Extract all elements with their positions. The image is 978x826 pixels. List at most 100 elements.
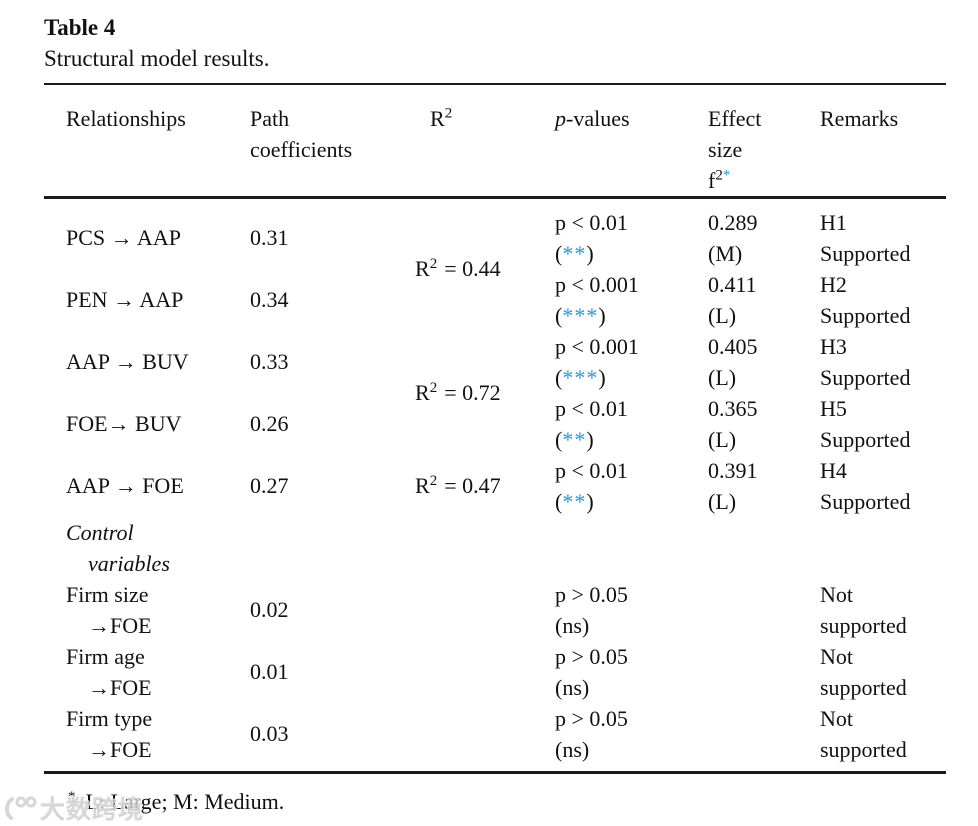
path-coefficient-cell: 0.01 [250, 659, 289, 684]
remarks-cell: Not supported [820, 579, 946, 641]
table-footnote: * L: Large; M: Medium. [68, 788, 978, 816]
effect-size-value: 0.405 [708, 334, 758, 359]
r-squared-cell: R2 = 0.47 [415, 472, 501, 498]
footnote-marker-asterisk: * [722, 167, 731, 184]
effect-size-cell: 0.391 (L) [708, 455, 820, 517]
col-header-r-squared: R2 [430, 105, 453, 131]
hypothesis-result: Not [820, 582, 853, 607]
header-row: Relationships Path coefficients R2 p-val… [44, 84, 946, 198]
structural-model-table: Relationships Path coefficients R2 p-val… [44, 83, 946, 774]
remarks-cell: H5 Supported [820, 393, 946, 455]
effect-size-value: 0.365 [708, 396, 758, 421]
r-squared-cell: R2 = 0.44 [415, 255, 501, 281]
effect-size-cell: 0.411 (L) [708, 269, 820, 331]
effect-size-value: 0.289 [708, 210, 758, 235]
p-value-cell: p > 0.05 (ns) [555, 641, 708, 703]
table-title: Table 4 [44, 15, 116, 40]
col-header-effect-size: Effect size f2* [708, 106, 762, 193]
path-coefficient-cell: 0.03 [250, 721, 289, 746]
relationship-cell: AAP → BUV [66, 349, 189, 374]
hypothesis-result: Not [820, 706, 853, 731]
significance-ns: (ns) [555, 675, 590, 700]
remarks-cell: H1 Supported [820, 198, 946, 270]
effect-size-cell: 0.289 (M) [708, 198, 820, 270]
hypothesis-id: H1 [820, 210, 847, 235]
control-variables-label: Control variables [66, 520, 170, 576]
table-row: AAP → BUV 0.33 R2 = 0.72 p < 0.001 (***) … [44, 331, 946, 405]
hypothesis-id: H5 [820, 396, 847, 421]
hypothesis-result: Not [820, 644, 853, 669]
relationship-cell: FOE→ BUV [66, 411, 182, 436]
significance-stars: (**) [555, 241, 594, 266]
p-value-cell: p < 0.001 (***) [555, 269, 708, 331]
section-header-row: Control variables [44, 517, 946, 579]
hypothesis-result: Supported [820, 427, 911, 452]
significance-stars: (***) [555, 303, 606, 328]
col-header-relationships: Relationships [66, 106, 186, 131]
path-coefficient-cell: 0.31 [250, 225, 289, 250]
p-value: p < 0.01 [555, 396, 628, 421]
significance-ns: (ns) [555, 613, 590, 638]
hypothesis-result: Supported [820, 241, 911, 266]
table-row: Firm age →FOE 0.01 p > 0.05 (ns) Not sup… [44, 641, 946, 703]
effect-size-magnitude: (L) [708, 365, 737, 390]
col-header-path-coefficients: Path coefficients [250, 106, 353, 162]
p-value-cell: p < 0.01 (**) [555, 393, 708, 455]
watermark-logo-icon [5, 796, 37, 820]
path-coefficient-cell: 0.02 [250, 597, 289, 622]
effect-size-magnitude: (L) [708, 489, 737, 514]
hypothesis-result: Supported [820, 489, 911, 514]
effect-size-magnitude: (L) [708, 303, 737, 328]
relationship-cell: Firm size →FOE [66, 582, 152, 638]
table-subtitle: Structural model results. [44, 46, 270, 71]
relationship-cell: AAP → FOE [66, 473, 184, 498]
r-squared-cell: R2 = 0.72 [415, 379, 501, 405]
p-value-cell: p < 0.01 (**) [555, 198, 708, 270]
p-value: p < 0.01 [555, 458, 628, 483]
table-row: Firm size →FOE 0.02 p > 0.05 (ns) Not su… [44, 579, 946, 641]
path-coefficient-cell: 0.34 [250, 287, 289, 312]
table-row: Firm type →FOE 0.03 p > 0.05 (ns) Not su… [44, 703, 946, 773]
table-caption: Table 4 Structural model results. [44, 13, 978, 75]
remarks-cell: H2 Supported [820, 269, 946, 331]
p-value-cell: p > 0.05 (ns) [555, 703, 708, 773]
hypothesis-id: H3 [820, 334, 847, 359]
p-value: p > 0.05 [555, 644, 628, 669]
path-coefficient-cell: 0.27 [250, 473, 289, 498]
table-row: AAP → FOE 0.27 R2 = 0.47 p < 0.01 (**) 0.… [44, 455, 946, 517]
footnote-text: L: Large; M: Medium. [85, 789, 285, 814]
hypothesis-result: supported [820, 613, 907, 638]
p-value: p < 0.01 [555, 210, 628, 235]
effect-size-value: 0.411 [708, 272, 757, 297]
relationship-cell: PEN → AAP [66, 287, 184, 312]
col-header-p-values: p-values [555, 106, 630, 131]
footnote-asterisk: * [68, 788, 76, 805]
col-header-remarks: Remarks [820, 106, 899, 131]
significance-ns: (ns) [555, 737, 590, 762]
effect-size-cell: 0.405 (L) [708, 331, 820, 393]
effect-size-cell: 0.365 (L) [708, 393, 820, 455]
table-row: FOE→ BUV 0.26 p < 0.01 (**) 0.365 (L) H5… [44, 393, 946, 455]
hypothesis-id: H2 [820, 272, 847, 297]
remarks-cell: H3 Supported [820, 331, 946, 393]
relationship-cell: Firm age →FOE [66, 644, 152, 700]
relationship-cell: PCS → AAP [66, 225, 181, 250]
hypothesis-id: H4 [820, 458, 847, 483]
hypothesis-result: supported [820, 675, 907, 700]
table-row: PEN → AAP 0.34 p < 0.001 (***) 0.411 (L)… [44, 269, 946, 331]
p-value-cell: p < 0.001 (***) [555, 331, 708, 393]
remarks-cell: H4 Supported [820, 455, 946, 517]
remarks-cell: Not supported [820, 703, 946, 773]
significance-stars: (***) [555, 365, 606, 390]
significance-stars: (**) [555, 489, 594, 514]
table-row: PCS → AAP 0.31 R2 = 0.44 p < 0.01 (**) 0.… [44, 198, 946, 281]
watermark-text: 大数跨境 [40, 795, 145, 824]
path-coefficient-cell: 0.26 [250, 411, 289, 436]
p-value-cell: p < 0.01 (**) [555, 455, 708, 517]
hypothesis-result: Supported [820, 365, 911, 390]
significance-stars: (**) [555, 427, 594, 452]
effect-size-value: 0.391 [708, 458, 758, 483]
p-value: p < 0.001 [555, 334, 639, 359]
remarks-cell: Not supported [820, 641, 946, 703]
